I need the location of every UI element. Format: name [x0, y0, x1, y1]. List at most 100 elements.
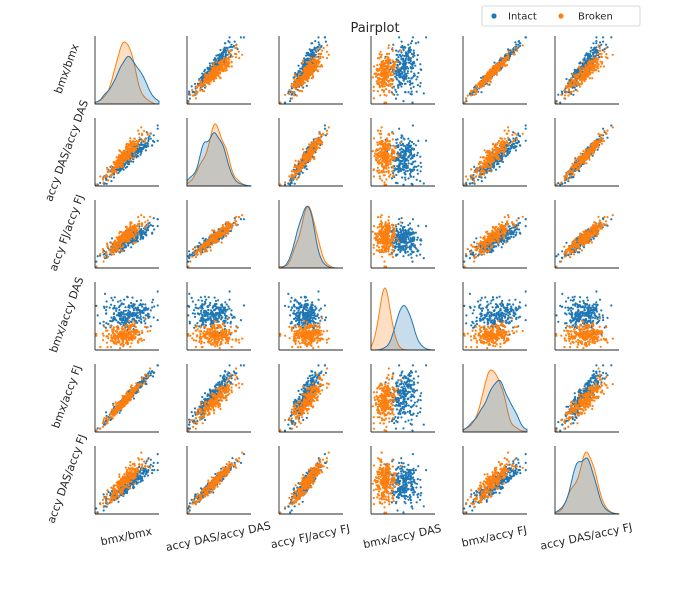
point [290, 182, 293, 185]
point [204, 73, 207, 76]
point [316, 143, 319, 146]
point [497, 147, 500, 150]
point [377, 169, 381, 172]
point [290, 93, 293, 96]
point [293, 177, 296, 180]
point [213, 57, 217, 60]
point [416, 172, 419, 175]
point [515, 141, 518, 144]
point [480, 180, 483, 183]
point [379, 81, 382, 84]
point [416, 54, 419, 57]
point [218, 76, 221, 79]
point [589, 50, 592, 53]
point [393, 158, 396, 161]
point [493, 70, 496, 73]
point [318, 61, 321, 64]
point [406, 72, 409, 75]
point [511, 133, 514, 137]
point [376, 64, 379, 67]
point [225, 69, 228, 72]
point [409, 149, 412, 152]
point [230, 61, 233, 64]
point [385, 178, 388, 181]
point [563, 94, 567, 97]
scatter-points-broken [279, 126, 330, 186]
point [405, 55, 408, 58]
point [126, 148, 129, 151]
point [395, 90, 398, 93]
point [226, 63, 229, 66]
point [489, 71, 492, 74]
point [406, 164, 409, 168]
point [473, 93, 476, 96]
point [501, 150, 504, 153]
point [107, 179, 110, 182]
point [385, 147, 389, 150]
point [313, 46, 316, 49]
point [585, 53, 588, 57]
point [380, 84, 383, 87]
point [490, 159, 494, 162]
point [190, 85, 193, 88]
point [388, 89, 391, 92]
point [325, 57, 328, 60]
point [577, 77, 580, 80]
point [587, 66, 590, 70]
point [299, 70, 302, 73]
point [324, 40, 327, 43]
point [114, 170, 117, 173]
point [483, 149, 486, 152]
point [132, 156, 135, 159]
point [216, 71, 219, 74]
point [559, 183, 562, 186]
point [391, 92, 394, 96]
point [582, 61, 585, 64]
point [419, 85, 422, 88]
point [106, 175, 109, 178]
point [393, 69, 396, 72]
point [404, 176, 407, 179]
point [228, 53, 231, 56]
point [583, 69, 586, 72]
point [506, 152, 509, 155]
point [587, 55, 591, 58]
point [409, 172, 412, 176]
point [417, 71, 420, 75]
point [131, 141, 134, 144]
point [301, 70, 304, 73]
point [404, 59, 407, 62]
point [416, 151, 419, 154]
point [376, 166, 379, 169]
point [301, 83, 304, 86]
point [480, 166, 483, 169]
point [584, 74, 587, 77]
point [392, 43, 395, 46]
point [284, 181, 287, 184]
point [131, 149, 134, 152]
point [499, 56, 502, 59]
point [474, 84, 477, 87]
scatter-points-intact [383, 36, 428, 104]
point [397, 66, 400, 69]
point [397, 50, 400, 53]
point [212, 58, 215, 62]
point [486, 76, 489, 79]
point [387, 169, 390, 173]
point [310, 148, 313, 151]
point [310, 155, 313, 159]
point [383, 93, 386, 96]
point [595, 68, 598, 72]
point [201, 79, 204, 82]
point [514, 145, 517, 149]
point [376, 83, 379, 86]
point [383, 148, 386, 151]
point [514, 41, 517, 44]
point [209, 70, 212, 73]
point [387, 166, 390, 169]
point [582, 78, 585, 81]
point [300, 164, 303, 167]
point [297, 170, 300, 174]
point [400, 40, 403, 43]
point [602, 36, 605, 39]
